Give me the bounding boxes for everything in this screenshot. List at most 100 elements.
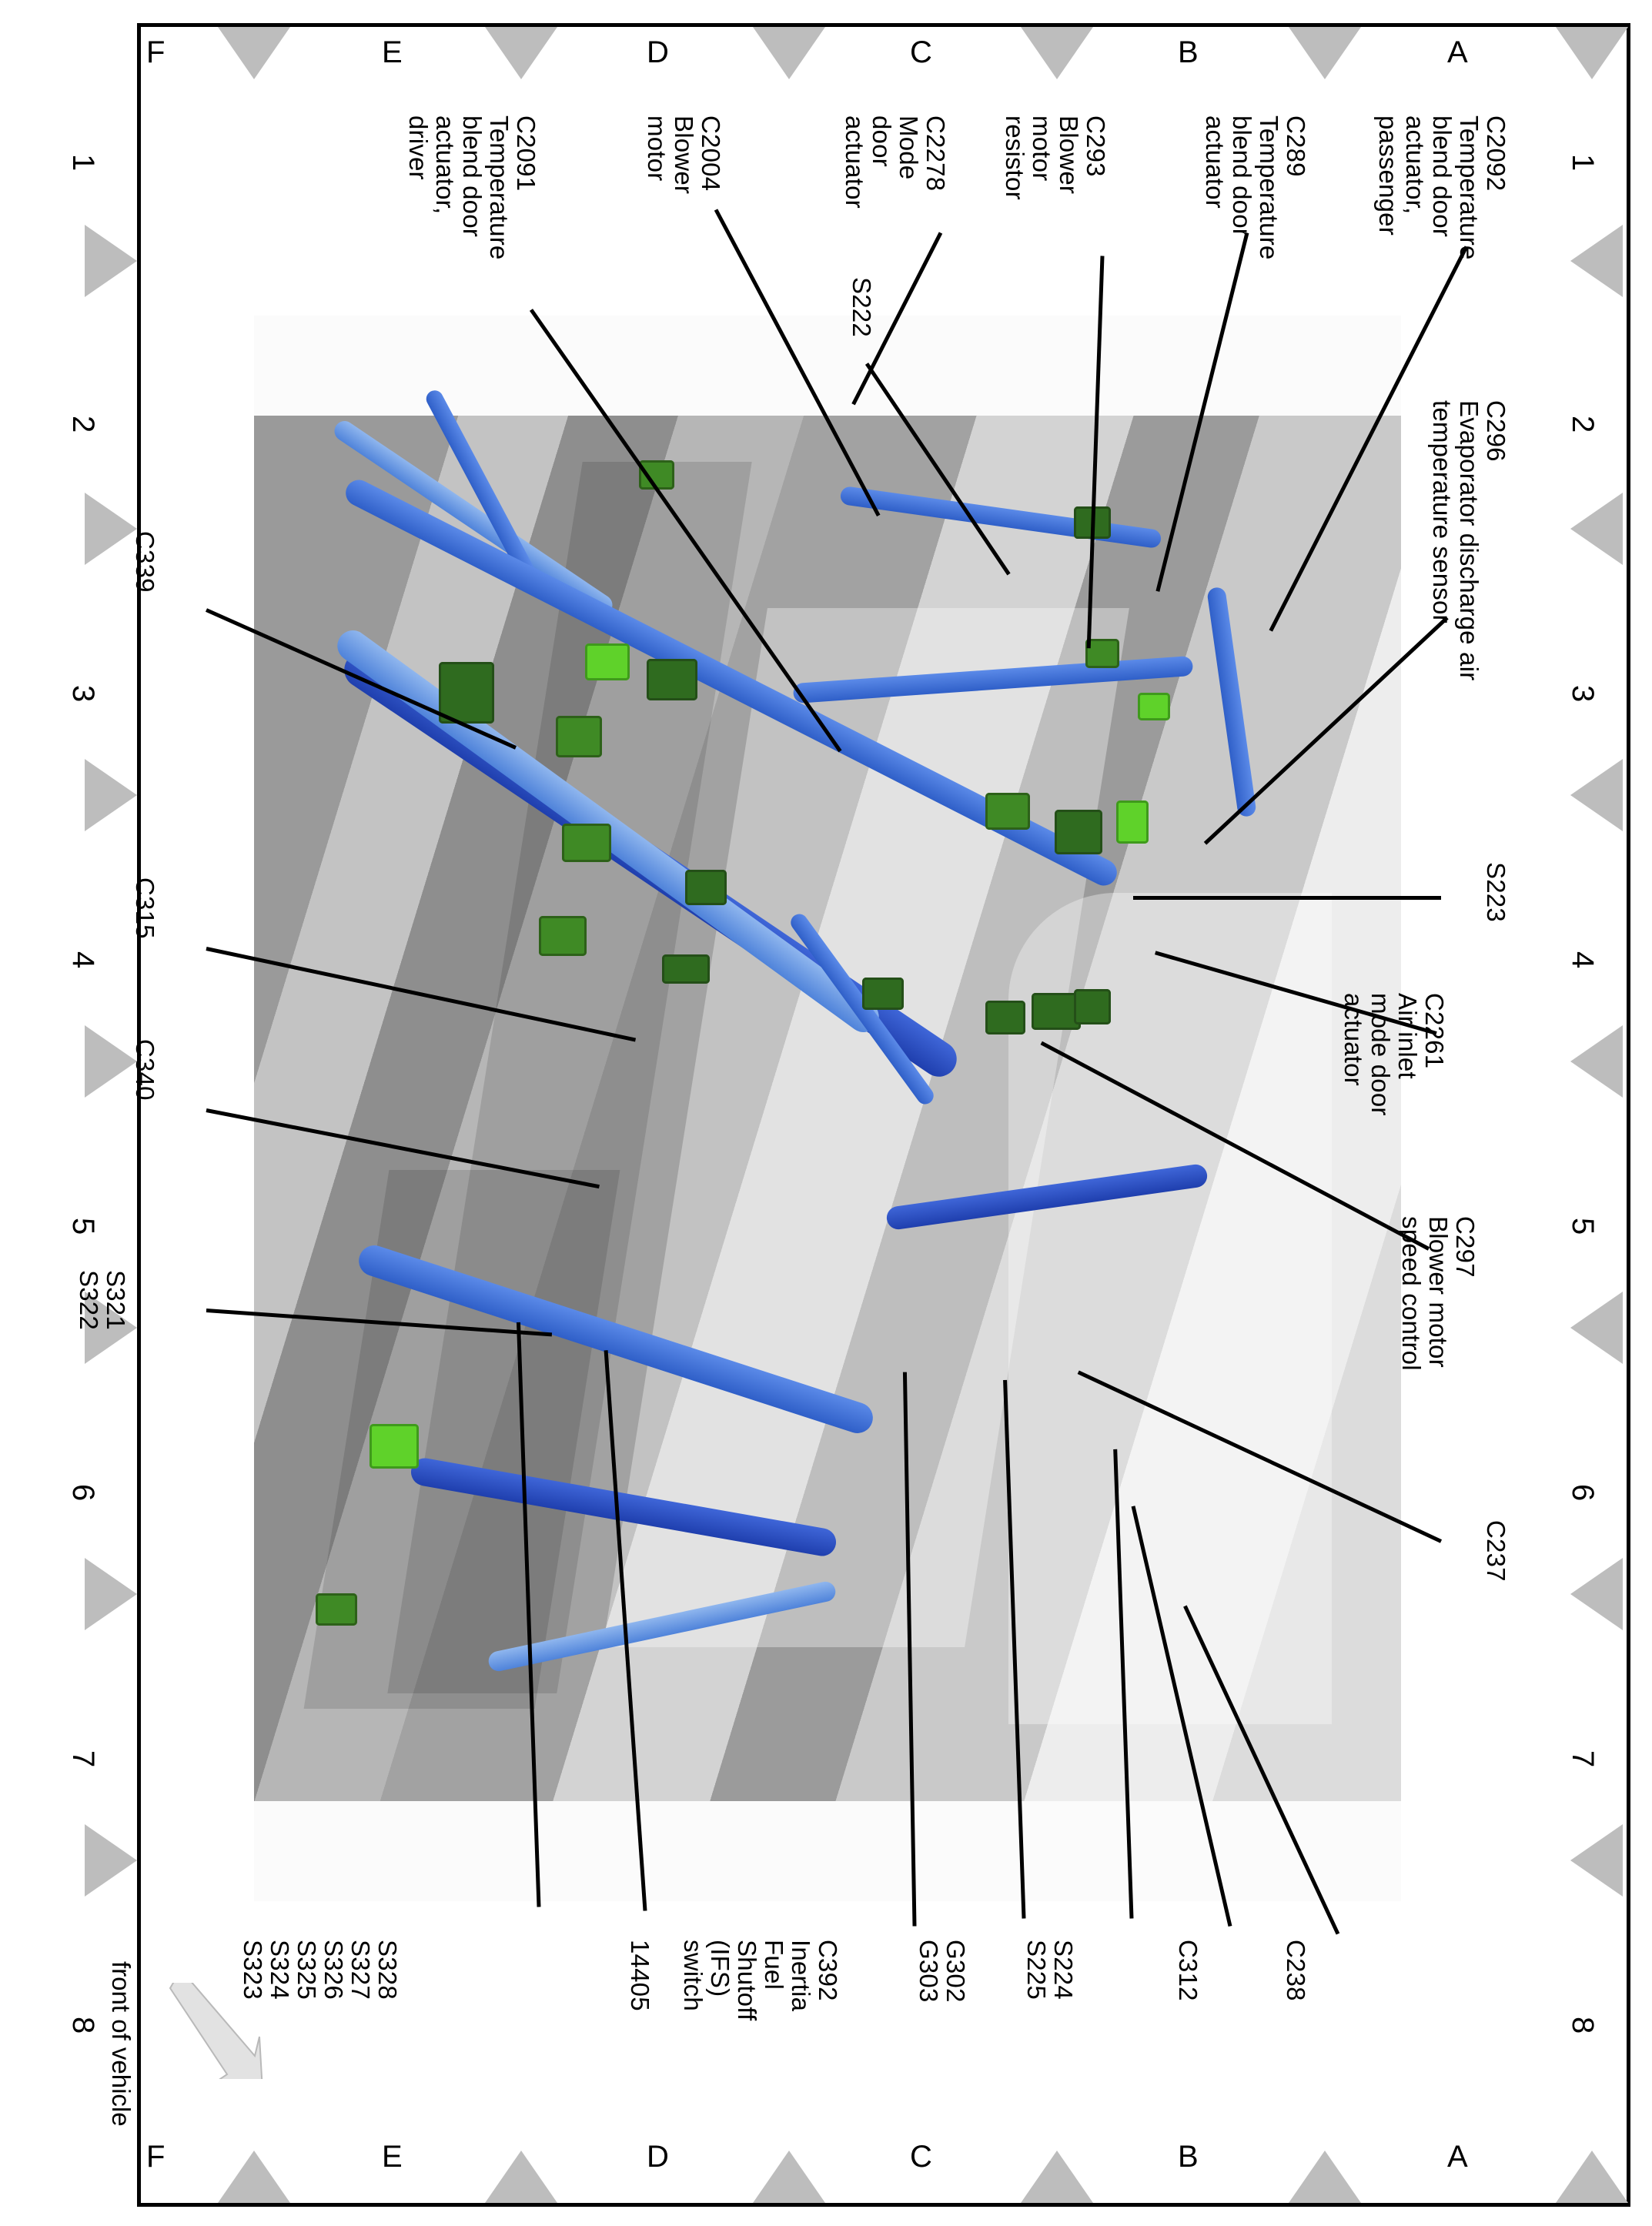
callout-c2278-line-1: Mode [895,115,924,180]
connector-c2004 [685,870,727,905]
col-divider-right-6 [1570,1558,1623,1630]
col-marker-8-left: 8 [66,2017,100,2034]
callout-c2261: C2261 Air inlet mode door actuator [1339,993,1570,1116]
callout-c2278: C2278 Mode door actuator [841,115,1042,223]
row-divider-top-6 [1556,27,1628,79]
callout-14405-line-0: 14405 [626,1940,654,2011]
callout-c289: C289 Temperature blend door actuator [1201,115,1453,259]
callout-c297-line-1: Blower motor [1424,1216,1453,1368]
callout-c339: C339 [131,531,219,593]
callout-c340: C340 [131,1039,219,1101]
callout-c2091-line-2: blend door [458,115,487,237]
row-marker-C-top: C [910,35,932,69]
col-divider-left-6 [85,1558,137,1630]
row-divider-top-1 [218,27,290,79]
callout-c315: C315 [131,877,219,939]
connector-c312 [985,1001,1025,1034]
col-marker-2-left: 2 [66,416,100,433]
leader-s223 [1133,896,1441,900]
connector-bright-c [556,716,602,757]
firewall-highlight [1008,893,1332,1724]
callout-c238-line-0: C238 [1282,1940,1310,2001]
col-divider-left-7 [85,1824,137,1897]
col-divider-right-2 [1570,493,1623,565]
callout-c296-line-1: Evaporator discharge air [1455,400,1484,681]
callout-c297-line-0: C297 [1451,1216,1480,1278]
callout-s321-line-0: S321 [102,1270,130,1330]
frame-border-top [137,23,1630,27]
row-marker-F-top: F [146,35,166,69]
col-divider-right-3 [1570,759,1623,831]
connector-air-inlet [1116,800,1149,844]
callout-c289-line-2: blend door [1228,115,1257,237]
callout-s321-s322: S321 S322 [75,1270,189,1330]
connector-c315 [562,824,611,862]
callout-c297: C297 Blower motor speed control [1397,1216,1633,1371]
connector-c289 [1085,639,1119,668]
row-divider-bottom-1 [218,2151,290,2203]
callout-c293: C293 Blower motor resistor [1001,115,1193,223]
callout-c2091-line-1: Temperature [485,115,514,260]
connector-c339 [439,662,494,724]
row-divider-bottom-4 [1021,2151,1093,2203]
row-marker-F-bottom: F [146,2140,166,2174]
row-divider-top-3 [753,27,825,79]
row-marker-D-top: D [647,35,669,69]
frame-border-left [137,23,141,2207]
callout-c2278-line-3: actuator [841,115,870,209]
callout-c2261-line-0: C2261 [1420,993,1449,1069]
row-divider-bottom-6 [1556,2151,1628,2203]
connector-c297 [1032,993,1081,1030]
col-marker-8-right: 8 [1566,2017,1600,2034]
row-divider-top-2 [485,27,557,79]
row-divider-bottom-5 [1289,2151,1361,2203]
connector-14405 [662,954,710,984]
callout-c2278-line-0: C2278 [921,115,950,192]
row-marker-B-top: B [1178,35,1199,69]
callout-c2261-line-2: mode door [1366,993,1396,1116]
col-marker-3-left: 3 [66,685,100,703]
col-divider-left-2 [85,493,137,565]
col-divider-right-5 [1570,1292,1623,1364]
frame-border-right [1627,23,1630,2207]
col-marker-7-right: 7 [1566,1750,1600,1768]
callout-s224-s225: S224 S225 [1022,1940,1136,2000]
connector-blower-block [985,793,1030,830]
callout-c2092-line-1: Temperature [1455,115,1484,260]
callout-c237: C237 [1482,1520,1570,1582]
connector-floor [316,1593,357,1626]
col-divider-left-1 [85,225,137,297]
connector-c2261 [1055,810,1102,854]
callout-c339-line-0: C339 [131,531,159,593]
connector-c340 [539,916,587,956]
callout-c2092-line-0: C2092 [1482,115,1510,192]
col-marker-4-right: 4 [1566,951,1600,969]
callout-s321-line-1: S322 [75,1270,104,1330]
connector-bright-b [647,659,697,700]
front-of-vehicle-arrow-icon [151,1968,282,2092]
callout-c312-line-0: C312 [1174,1940,1202,2001]
callout-c2261-line-3: actuator [1339,993,1369,1086]
row-divider-bottom-2 [485,2151,557,2203]
harness-engine-side [1206,586,1257,818]
harness-illustration [254,316,1401,1901]
harness-cowl-loop [839,485,1162,550]
callout-c237-line-0: C237 [1482,1520,1510,1582]
callout-c289-line-1: Temperature [1255,115,1284,260]
callout-s323-s328: S328 S327 S326 S325 S324 S323 [239,1940,460,2101]
frame-border-bottom [137,2203,1630,2207]
col-divider-right-1 [1570,225,1623,297]
callout-c2091-line-4: driver [404,115,433,180]
connector-c238 [1074,989,1111,1024]
row-divider-bottom-3 [753,2151,825,2203]
callout-c296-line-2: temperature sensor [1428,400,1457,623]
callout-c293-line-0: C293 [1082,115,1110,177]
col-marker-4-left: 4 [66,951,100,969]
callout-c2091-line-3: actuator, [431,115,460,215]
callout-c297-line-2: speed control [1397,1216,1426,1371]
callout-s223-line-0: S223 [1482,862,1510,922]
callout-c2004-line-0: C2004 [697,115,725,192]
callout-c238: C238 [1282,1940,1370,2001]
connector-g302 [862,978,904,1010]
callout-14405: 14405 [626,1940,724,2011]
